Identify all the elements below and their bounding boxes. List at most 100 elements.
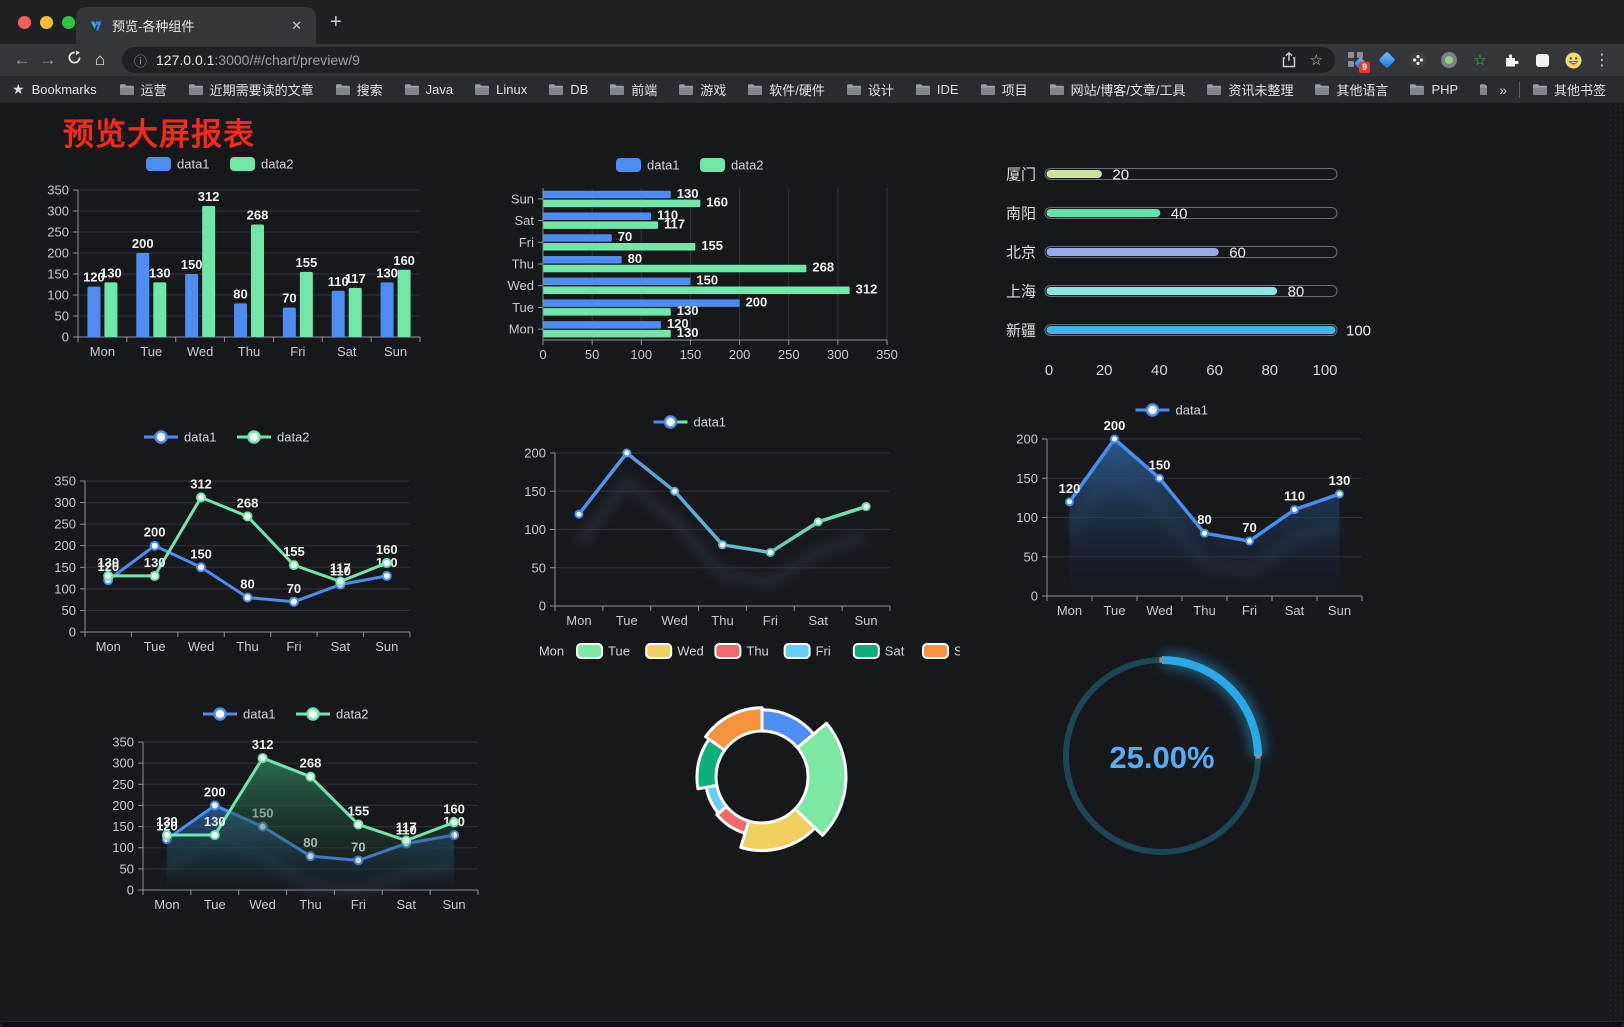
bookmark-folder-label: IDE [936,82,959,97]
two-series-line-chart: data1 data2 0 50 100 150 200 250 300 350 Mon Tue Wed… [54,430,411,654]
bookmark-folder[interactable]: 文件服务器 [1479,80,1488,99]
bookmark-folder[interactable]: Linux [474,82,527,97]
svg-text:268: 268 [812,260,834,275]
bookmark-folder[interactable]: 设计 [846,80,894,99]
svg-text:Wed: Wed [249,897,276,912]
bookmarks-separator [1518,81,1520,98]
folder-icon [549,84,564,95]
bookmark-folder[interactable]: 搜索 [335,80,383,99]
svg-text:data1: data1 [184,430,217,445]
bookmark-folder[interactable]: 其他语言 [1314,80,1388,99]
svg-text:Wed: Wed [508,278,535,293]
extension-grid-icon[interactable]: 9 [1347,51,1370,73]
svg-text:Sun: Sun [511,191,534,206]
svg-text:Fri: Fri [1242,603,1257,618]
bookmark-folder[interactable]: DB [548,82,588,97]
svg-text:100: 100 [1346,323,1371,340]
page-title: 预览大屏报表 [63,117,255,152]
bookmark-folder[interactable]: 网站/博客/文章/工具 [1049,80,1185,99]
svg-text:40: 40 [1151,362,1168,379]
svg-text:Thu: Thu [1193,603,1215,618]
svg-text:50: 50 [585,347,599,362]
svg-text:350: 350 [47,183,69,198]
bookmark-folder[interactable]: 游戏 [678,80,726,99]
bookmark-folder[interactable]: 软件/硬件 [747,80,825,99]
svg-text:200: 200 [204,784,226,799]
other-bookmarks-folder[interactable]: 其他书签 [1532,80,1606,99]
svg-text:120: 120 [1059,481,1081,496]
home-button[interactable]: ⌂ [94,50,106,69]
extension-record-icon[interactable] [1440,51,1458,69]
side-panel-icon[interactable] [1533,51,1551,69]
svg-text:150: 150 [112,819,134,834]
svg-text:130: 130 [144,555,166,570]
bookmark-folder[interactable]: 近期需要读的文章 [188,80,314,99]
svg-text:25.00%: 25.00% [1109,740,1214,775]
svg-text:Mon: Mon [154,897,179,912]
svg-text:110: 110 [330,564,351,579]
svg-text:Wed: Wed [677,644,704,659]
svg-text:0: 0 [1045,362,1053,379]
bookmark-star-icon[interactable]: ☆ [1309,52,1323,69]
svg-text:312: 312 [198,189,220,204]
svg-text:200: 200 [47,246,69,261]
close-window-button[interactable] [18,16,31,29]
rose-donut-chart: Mon Tue Wed Thu Fri Sat Sun [540,643,960,852]
extension-star-icon[interactable]: ☆ [1473,52,1487,69]
folder-icon [679,84,694,95]
url-bar[interactable]: ⓘ 127.0.0.1:3000/#/chart/preview/9 ☆ [122,47,1335,73]
new-tab-button[interactable]: + [330,11,342,33]
bookmark-folder[interactable]: IDE [915,82,959,97]
svg-text:100: 100 [54,581,76,596]
svg-text:data2: data2 [731,158,764,173]
extension-pinwheel-icon[interactable] [1409,51,1427,69]
svg-text:200: 200 [144,525,166,540]
folder-icon [1532,84,1547,95]
bookmark-folder[interactable]: PHP [1409,82,1458,97]
svg-text:110: 110 [396,822,417,837]
url-text[interactable]: 127.0.0.1:3000/#/chart/preview/9 [156,52,1274,68]
svg-text:155: 155 [296,255,318,270]
browser-tab[interactable]: 预览-各种组件 ✕ [76,7,316,44]
svg-text:160: 160 [376,542,398,557]
folder-icon [188,84,203,95]
svg-text:130: 130 [204,814,226,829]
svg-text:Sat: Sat [337,344,357,359]
svg-text:0: 0 [539,599,546,614]
gradient-line-chart: data1 0 50 100 150 200 Mon Tue Wed Thu Fri Sat Sun [524,415,891,628]
reload-button[interactable] [62,50,86,70]
forward-button[interactable]: → [39,50,57,69]
svg-text:Tue: Tue [204,897,226,912]
svg-text:Mon: Mon [96,639,121,654]
svg-text:150: 150 [696,273,718,288]
bookmark-folder[interactable]: 运营 [119,80,167,99]
svg-text:南阳: 南阳 [1006,206,1036,223]
folder-icon [1207,84,1222,95]
bookmark-folder[interactable]: Java [404,82,453,97]
extension-emoji-icon[interactable] [1564,51,1582,69]
svg-text:50: 50 [120,861,134,876]
folder-icon [610,84,625,95]
svg-text:150: 150 [181,257,203,272]
svg-text:data1: data1 [1176,403,1209,418]
svg-text:130: 130 [677,303,699,318]
svg-text:70: 70 [618,229,632,244]
svg-text:Sun: Sun [855,613,878,628]
bookmark-folder[interactable]: 前端 [609,80,657,99]
bookmarks-overflow-chevron[interactable]: » [1499,81,1507,98]
svg-text:250: 250 [54,517,76,532]
minimize-window-button[interactable] [40,16,53,29]
bookmark-folder[interactable]: 资讯未整理 [1206,80,1293,99]
folder-icon [980,84,995,95]
extension-gem-icon[interactable] [1378,51,1396,69]
folder-icon [1049,84,1064,95]
back-button[interactable]: ← [13,50,31,69]
tab-close-icon[interactable]: ✕ [291,17,302,33]
site-info-icon[interactable]: ⓘ [134,53,148,69]
folder-icon [1315,84,1330,95]
browser-menu-icon[interactable]: ⋮ [1594,52,1610,69]
zoom-window-button[interactable] [62,16,75,29]
share-icon[interactable] [1282,52,1296,68]
extension-puzzle-icon[interactable] [1502,51,1520,69]
bookmark-folder[interactable]: 项目 [980,80,1028,99]
